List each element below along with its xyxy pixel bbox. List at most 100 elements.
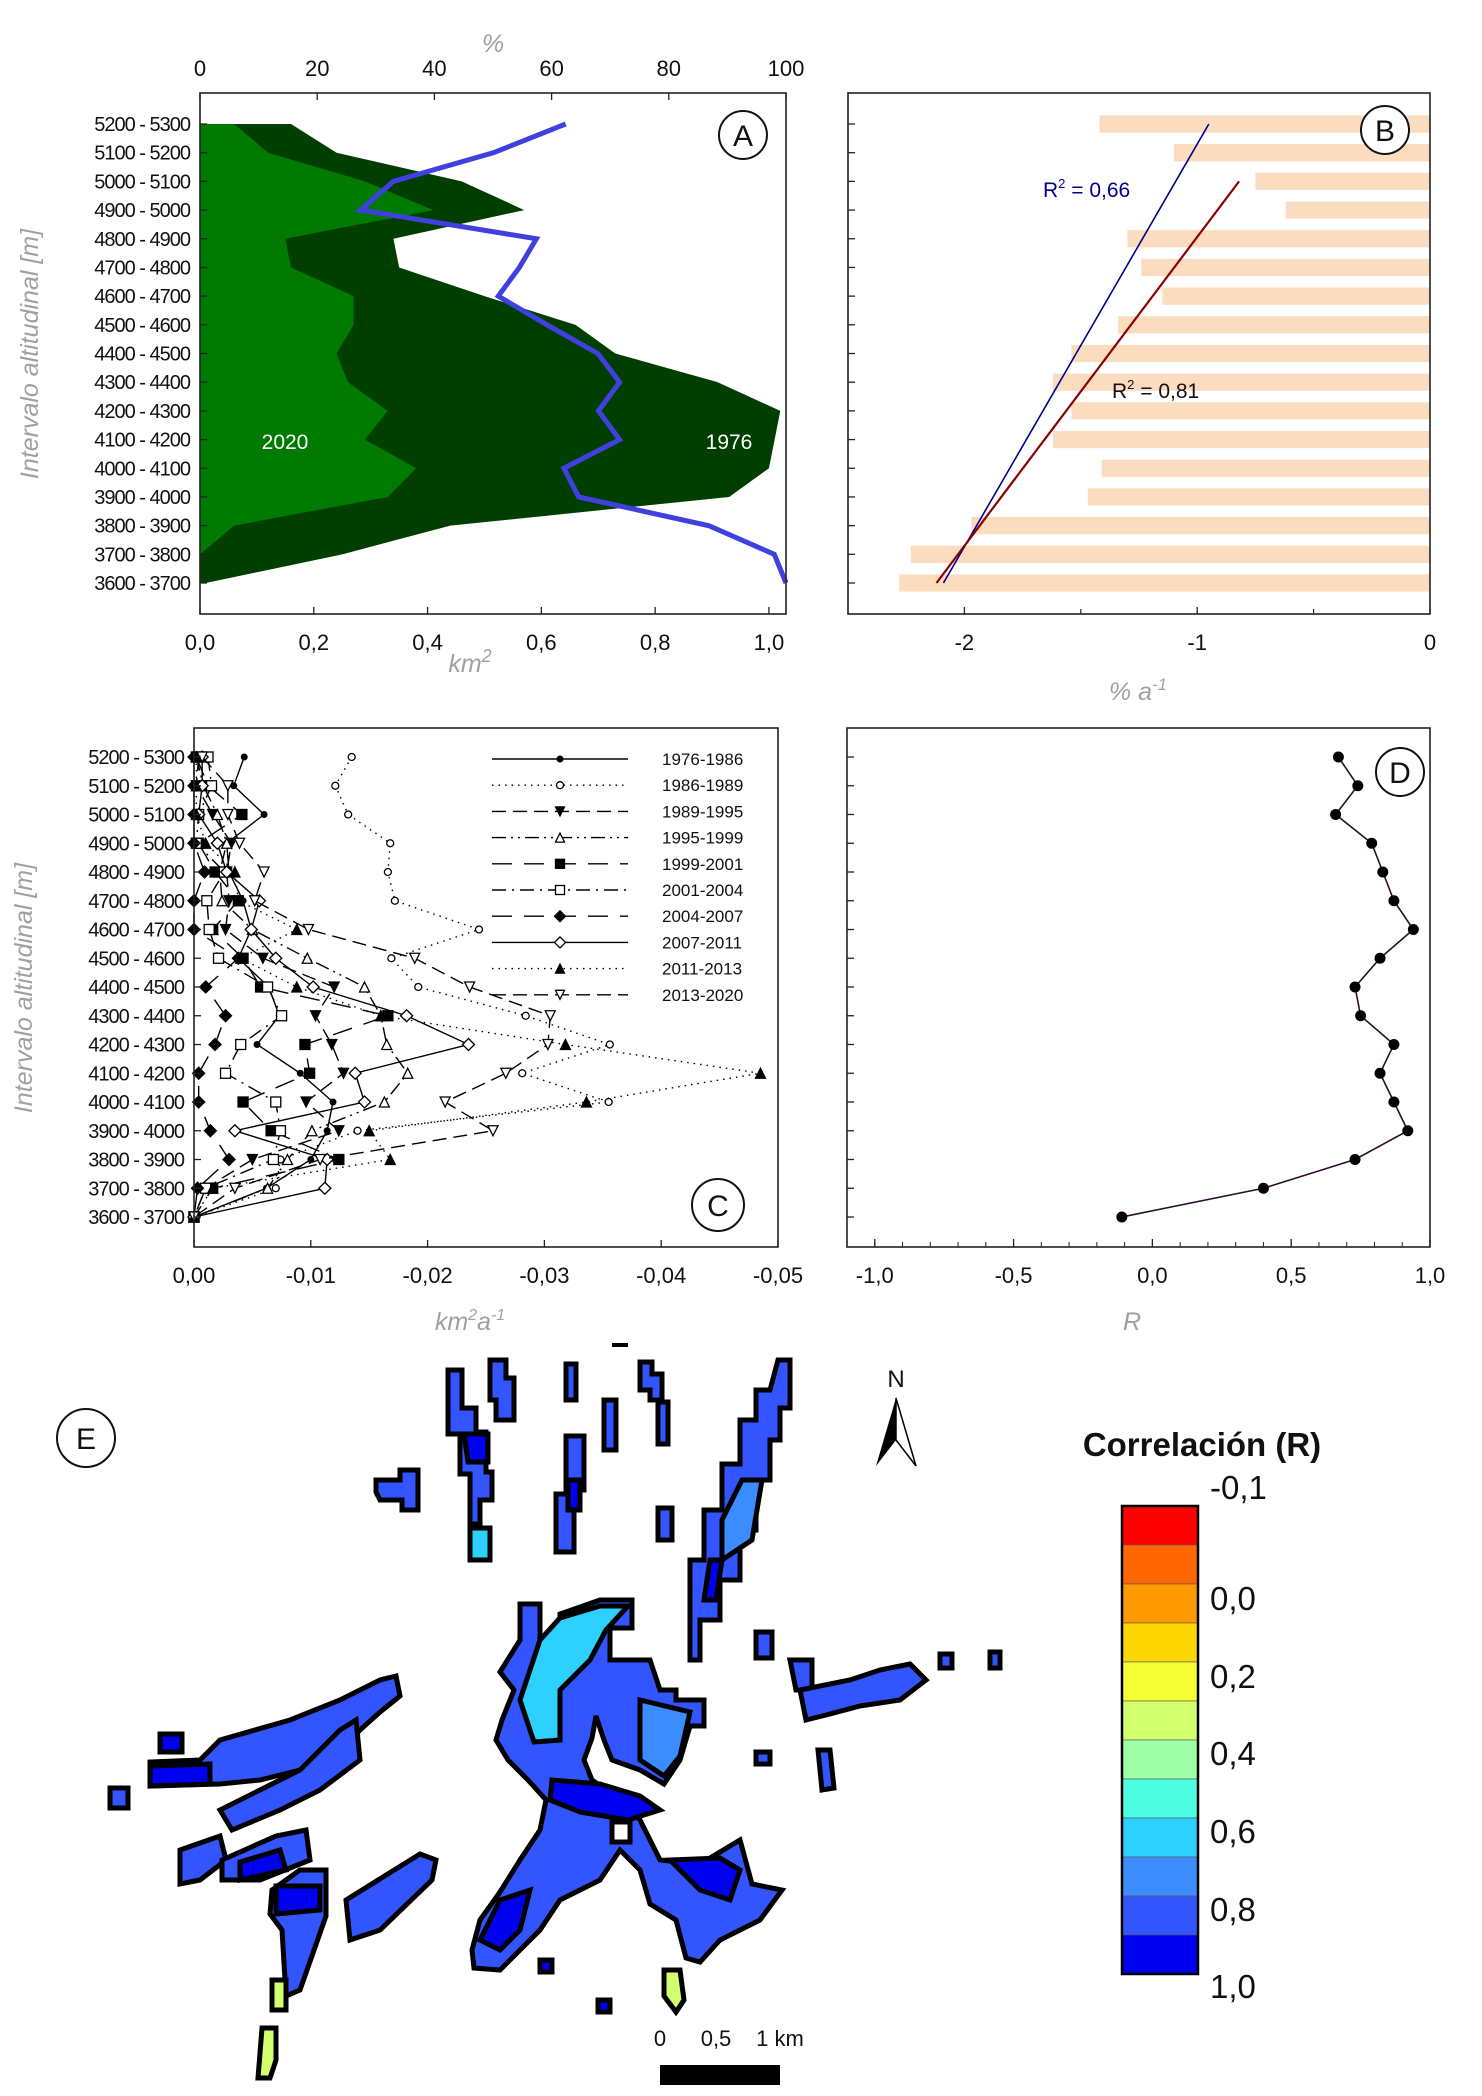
glacier-polygon	[487, 1357, 517, 1423]
r-line	[1121, 756, 1415, 1218]
marker-up-triangle	[358, 980, 371, 993]
r-point	[1116, 1211, 1128, 1223]
row-label: 4000 - 4100	[94, 458, 191, 480]
area-2020	[200, 124, 434, 583]
legend-band	[1121, 1778, 1199, 1819]
marker-square	[209, 866, 221, 878]
marker-down-triangle	[233, 837, 246, 850]
row-label: 4700 - 4800	[88, 891, 185, 913]
legend-label: 0,6	[1210, 1813, 1256, 1850]
legend-label: 1999-2001	[662, 855, 743, 874]
marker-square	[265, 1125, 277, 1137]
legend-label: 0,4	[1210, 1735, 1256, 1772]
x-tick-label: 0,6	[526, 630, 557, 655]
marker-open-circle	[518, 1069, 527, 1078]
marker-diamond	[357, 1095, 372, 1109]
marker-diamond	[210, 836, 225, 851]
marker-down-triangle	[554, 989, 566, 1001]
x2-tick-label: 0	[194, 56, 206, 81]
x-tick-label: -0,05	[753, 1263, 803, 1288]
marker-open-circle	[331, 781, 340, 790]
r-point	[1388, 1096, 1400, 1108]
x-tick-label: 0,5	[1276, 1263, 1307, 1288]
glacier-polygon	[216, 1715, 363, 1834]
r-point	[1388, 1039, 1400, 1050]
legend-label: 2007-2011	[662, 933, 742, 952]
marker-open-circle	[383, 867, 393, 877]
marker-down-triangle	[309, 1010, 322, 1023]
row-label: 4000 - 4100	[88, 1092, 185, 1114]
bar	[899, 574, 1430, 592]
scale-label-05: 0,5	[701, 2026, 732, 2051]
marker-square	[235, 1038, 247, 1051]
r-point	[1349, 1154, 1361, 1165]
marker-square	[237, 1096, 249, 1108]
marker-dot	[307, 1156, 315, 1163]
marker-open-circle	[390, 896, 400, 905]
glacier-polygon	[786, 1657, 815, 1693]
marker-up-triangle	[228, 865, 241, 878]
legend-label: 1976-1986	[662, 750, 743, 769]
row-label: 3600 - 3700	[94, 573, 191, 595]
marker-dot	[296, 1069, 304, 1077]
series-2001-2004	[188, 751, 288, 1223]
label-2020: 2020	[262, 431, 309, 454]
marker-square	[203, 923, 215, 936]
legend-label: -0,1	[1210, 1469, 1267, 1506]
r-point	[1374, 1067, 1386, 1079]
panel-c-y-axis-title: Intervalo altitudinal [m]	[10, 862, 38, 1113]
panel-c: 0,00 -0,01 -0,02 -0,03 -0,04 -0,05 5200 - 530…	[10, 727, 803, 1336]
glacier-polygon	[269, 1977, 289, 2013]
marker-down-triangle	[499, 1067, 512, 1080]
marker-down-triangle	[219, 923, 232, 936]
legend-title: Correlación (R)	[1083, 1426, 1321, 1463]
marker-open-circle	[386, 839, 395, 848]
row-label: 4400 - 4500	[88, 977, 185, 999]
r-point	[1352, 780, 1364, 792]
r-point	[1377, 866, 1389, 878]
panel-d: -1,0 -0,5 0,0 0,5 1,0 R D	[846, 727, 1445, 1336]
row-label: 5000 - 5100	[94, 171, 191, 193]
r-point	[1402, 1125, 1414, 1137]
glacier-polygon	[797, 1661, 930, 1724]
row-label: 5100 - 5200	[94, 143, 191, 165]
r-point	[1407, 924, 1419, 935]
legend-band	[1121, 1505, 1199, 1546]
marker-down-triangle	[248, 895, 261, 908]
panel-c-x-axis-title: km2a-1	[435, 1307, 505, 1336]
legend-label: 1,0	[1210, 1968, 1256, 2005]
glacier-polygon	[547, 1777, 666, 1823]
trendline-0	[942, 123, 1210, 584]
panel-a-letter: A	[733, 120, 753, 153]
legend-label: 2011-2013	[662, 960, 742, 979]
x-tick-label: -0,5	[995, 1263, 1033, 1288]
row-label: 4400 - 4500	[94, 344, 191, 366]
glacier-polygon	[753, 1629, 775, 1661]
marker-up-triangle	[363, 1124, 376, 1137]
glacier-polygon	[107, 1785, 131, 1811]
marker-up-triangle	[290, 923, 303, 936]
row-label: 3800 - 3900	[88, 1150, 185, 1172]
panel-b: -2 -1 0 R2 = 0,66 R2 = 0,81 % a-1 B	[847, 92, 1436, 706]
x-tick-label: 1,0	[754, 630, 785, 655]
legend-band	[1121, 1895, 1199, 1936]
marker-open-circle	[521, 1011, 530, 1020]
marker-square	[236, 808, 248, 821]
row-label: 4800 - 4900	[94, 229, 191, 251]
glacier-polygon	[157, 1731, 185, 1755]
legend-band	[1121, 1544, 1199, 1585]
marker-diamond	[222, 1152, 236, 1167]
glacier-polygon	[255, 2025, 279, 2081]
r-point	[1330, 809, 1342, 820]
glacier-polygon	[476, 1886, 534, 1954]
bar	[1087, 488, 1430, 506]
legend-label: 0,0	[1210, 1580, 1256, 1617]
marker-down-triangle	[439, 1096, 452, 1109]
marker-up-triangle	[374, 1009, 387, 1022]
marker-up-triangle	[554, 831, 566, 843]
scale-bar-rect	[660, 2065, 780, 2085]
marker-up-triangle	[754, 1066, 767, 1079]
marker-open-circle	[347, 752, 356, 762]
marker-open-circle	[271, 1184, 280, 1193]
r-point	[1374, 952, 1386, 964]
